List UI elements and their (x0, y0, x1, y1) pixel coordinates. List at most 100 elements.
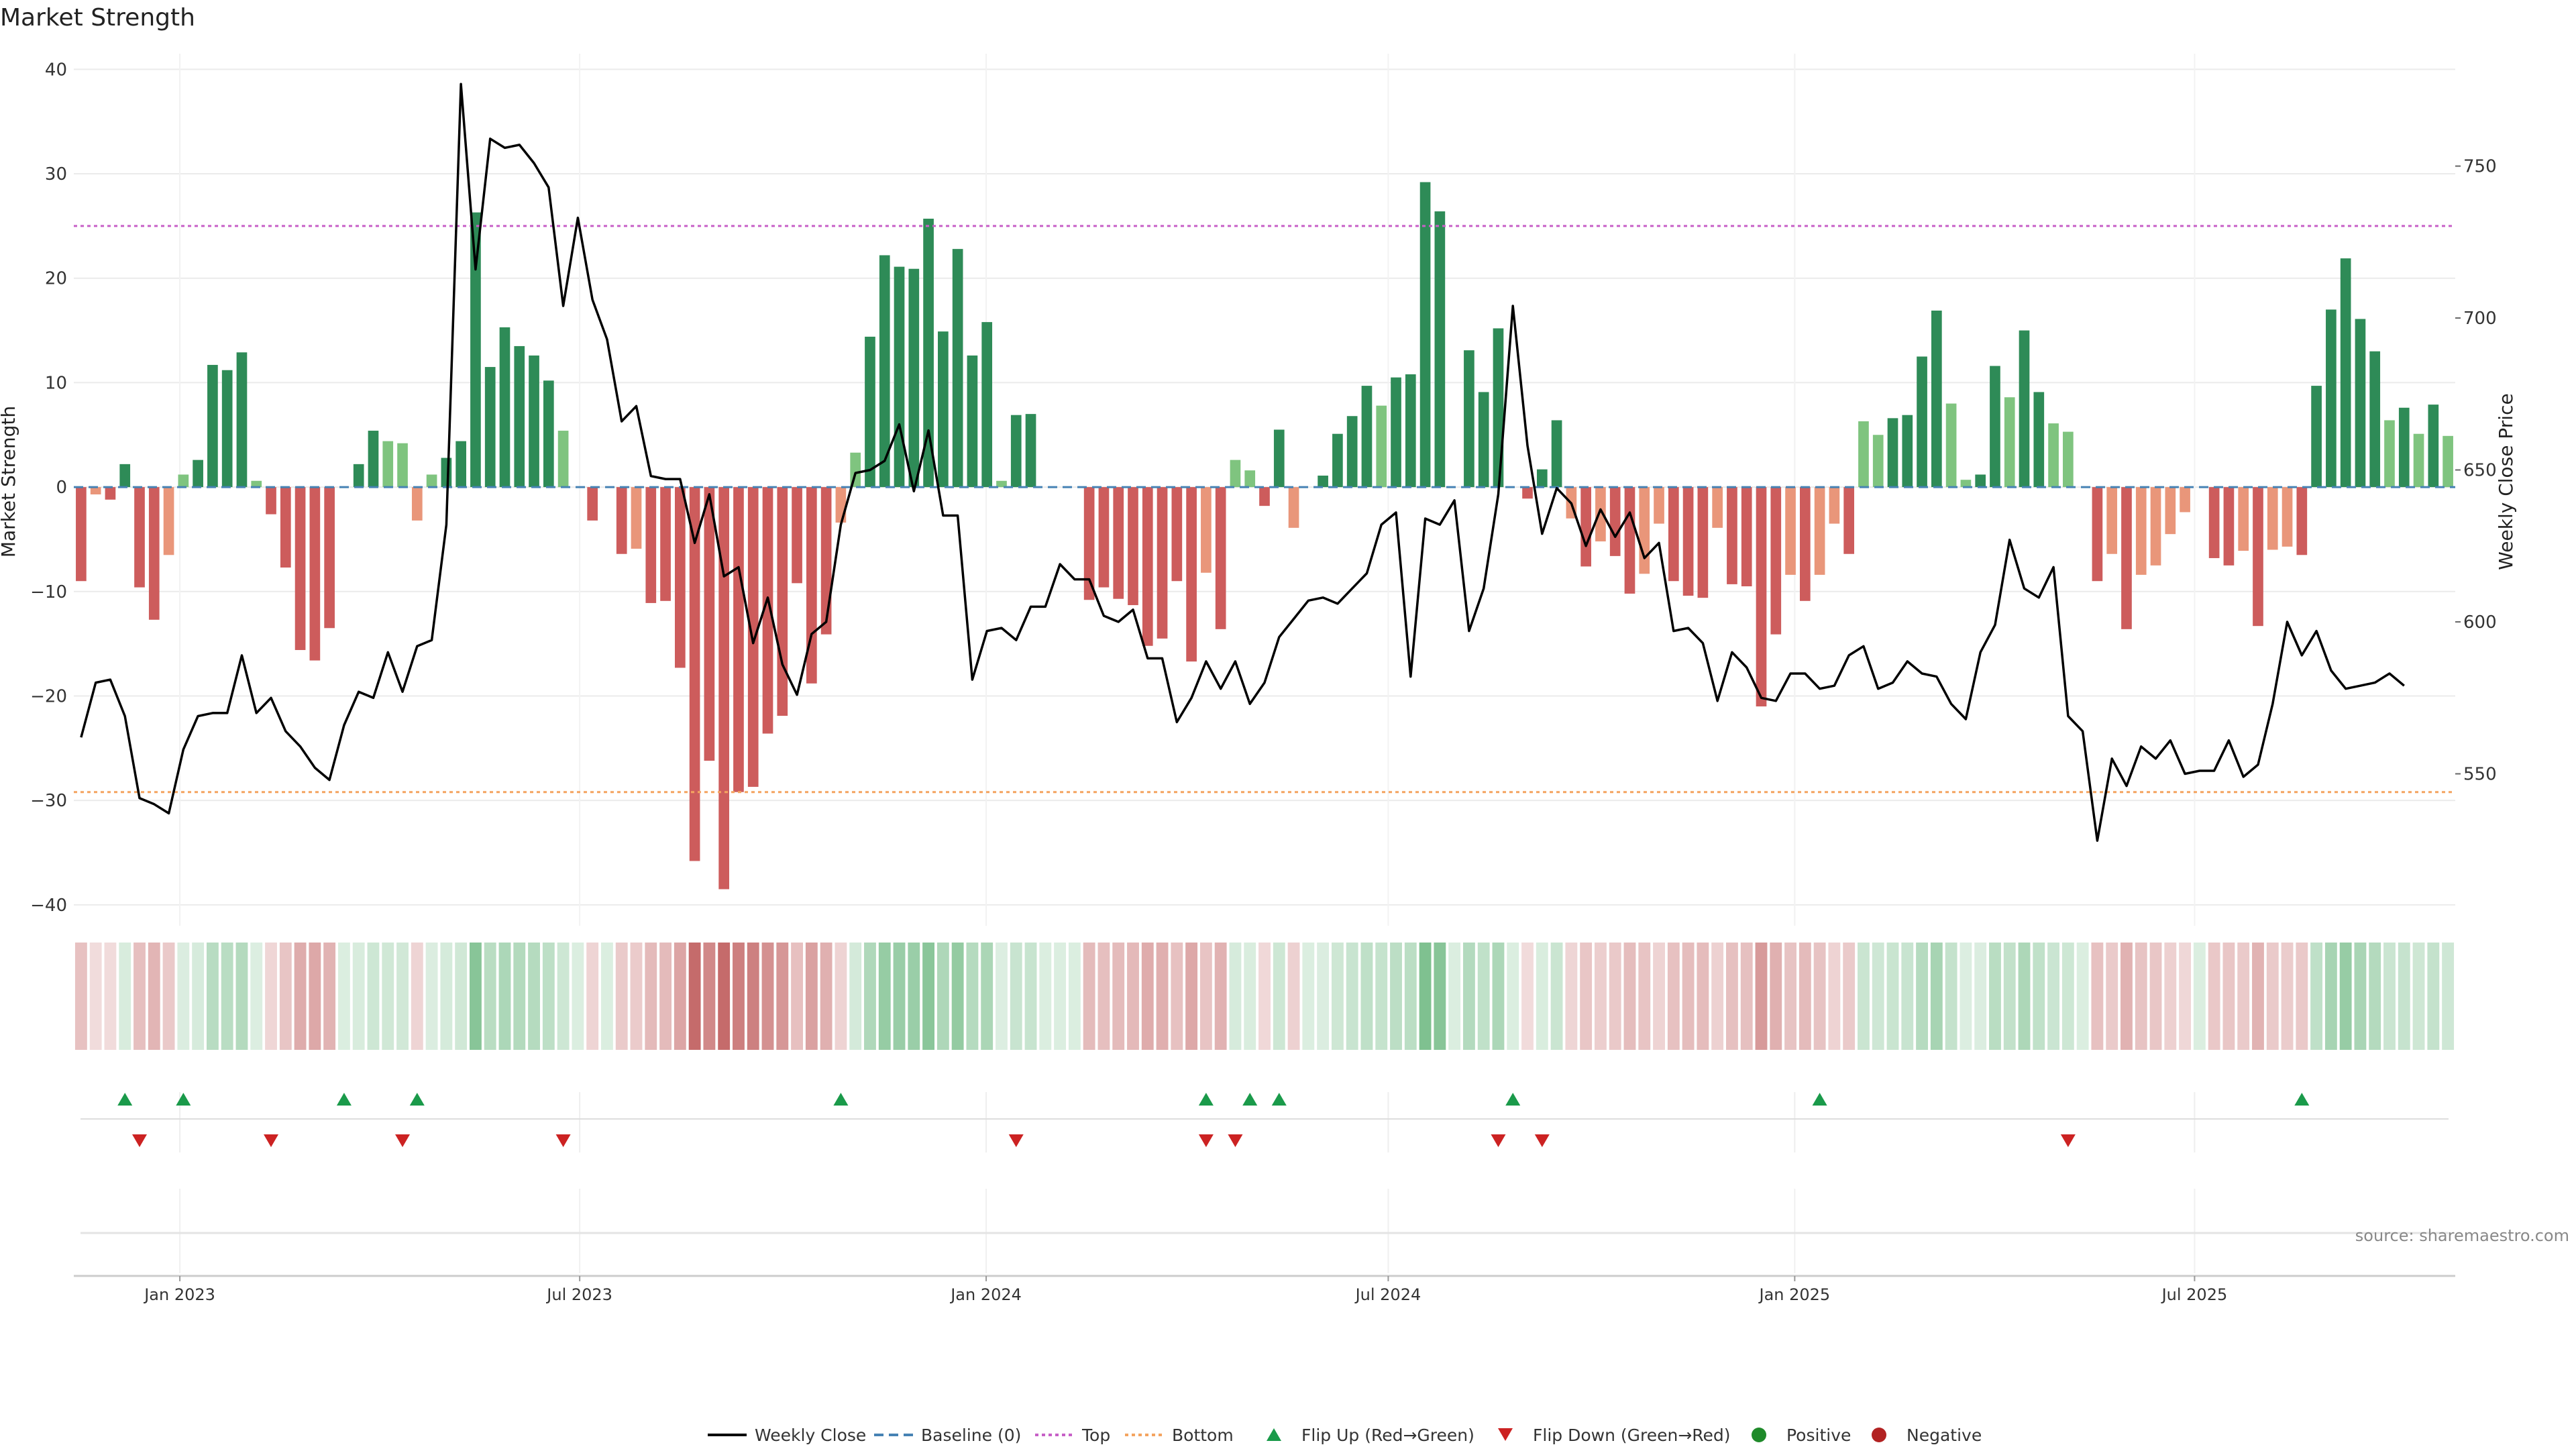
strength-bar (1346, 416, 1358, 488)
strength-bar (1171, 487, 1183, 582)
heat-cell (1054, 943, 1067, 1050)
strength-bar (2369, 351, 2381, 488)
strength-bar (1902, 415, 1913, 488)
strength-bar (1201, 487, 1212, 573)
strength-bar (1186, 487, 1197, 662)
weekly-close-line (80, 83, 2405, 842)
strength-bar (2282, 487, 2293, 547)
strength-bar (1522, 487, 1533, 499)
strength-bar (1917, 356, 1927, 488)
strength-bar (2033, 392, 2045, 488)
strength-bar (163, 487, 174, 555)
strength-bar (1464, 350, 1474, 488)
strength-bar (2106, 487, 2118, 554)
strength-bar (894, 266, 905, 488)
strength-bar (1770, 487, 1782, 635)
strength-bar (1244, 470, 1256, 488)
heat-cell (1156, 943, 1169, 1050)
heat-cell (1171, 943, 1183, 1050)
heat-cell (1930, 943, 1943, 1050)
heat-cell (1185, 943, 1198, 1050)
strength-bar (1741, 487, 1752, 587)
heat-cell (2237, 943, 2250, 1050)
strength-bar (1405, 374, 1416, 488)
strength-bar (484, 367, 496, 488)
legend-swatch-dot (1872, 1428, 1886, 1442)
y-tick-label-right: 600 (2463, 612, 2497, 633)
strength-bar (193, 460, 203, 488)
strength-bar (1682, 487, 1694, 596)
y-tick-label-left: 0 (56, 478, 67, 498)
strength-bar (2121, 487, 2132, 629)
heat-cell (1112, 943, 1125, 1050)
flip-down-marker (395, 1134, 411, 1147)
price-layer (80, 83, 2405, 842)
strength-bar (1332, 433, 1343, 488)
heat-cell (2266, 943, 2279, 1050)
heat-cell (2018, 943, 2031, 1050)
heat-cell (1550, 943, 1563, 1050)
heat-cell (206, 943, 219, 1050)
strength-bar (543, 380, 554, 488)
strength-bar (2267, 487, 2278, 550)
strength-bar (90, 487, 101, 495)
strength-bar (1756, 487, 1767, 707)
axes: 40 30 20 10 0 −10 −20 −30 −40 750 700 650 600 550 (30, 60, 2497, 916)
heat-cell (2354, 943, 2367, 1050)
strength-bar (645, 487, 657, 603)
legend-label: Negative (1907, 1426, 1982, 1445)
legend-label: Weekly Close (755, 1426, 866, 1445)
legend-label: Top (1081, 1426, 1110, 1445)
legend-label: Flip Up (Red→Green) (1301, 1426, 1474, 1445)
heat-cell (2383, 943, 2396, 1050)
strength-bar (1215, 487, 1226, 629)
date-tick-label: Jul 2025 (2161, 1285, 2228, 1304)
heat-cell (645, 943, 657, 1050)
strength-bar (865, 336, 875, 488)
y-tick-label-right: 700 (2463, 309, 2497, 329)
heat-cell (411, 943, 423, 1050)
flip-up-marker (1198, 1093, 1214, 1106)
heat-cell (1945, 943, 1957, 1050)
date-tick-label: Jul 2024 (1354, 1285, 1421, 1304)
heat-cell (498, 943, 511, 1050)
heat-cell (469, 943, 482, 1050)
strength-bar (411, 487, 423, 521)
heat-cell (1214, 943, 1227, 1050)
heat-cell (966, 943, 979, 1050)
legend-swatch-flip-up (1267, 1428, 1281, 1441)
heat-cell (2076, 943, 2089, 1050)
heat-cell (1784, 943, 1796, 1050)
heat-cell (1346, 943, 1358, 1050)
strength-bar (733, 487, 744, 792)
strength-bar (76, 487, 87, 582)
strength-bar (1595, 487, 1606, 542)
strength-bar (236, 352, 248, 488)
strength-bar (1230, 460, 1241, 488)
heat-cell (1404, 943, 1417, 1050)
strength-bar (1712, 487, 1723, 528)
strength-bar (1960, 480, 1972, 488)
heat-cell (747, 943, 759, 1050)
strength-bar (2413, 433, 2424, 488)
heat-cell (1462, 943, 1475, 1050)
y-axis-right-label: Weekly Close Price (2495, 393, 2517, 570)
heat-cell (996, 943, 1008, 1050)
heat-cell (1317, 943, 1330, 1050)
heat-cell (2310, 943, 2323, 1050)
strength-bar (2355, 319, 2366, 488)
heat-cell (2193, 943, 2206, 1050)
strength-bar (1259, 487, 1270, 506)
heat-cell (1375, 943, 1388, 1050)
strength-bar (616, 487, 627, 554)
heat-cell (1858, 943, 1870, 1050)
heat-cell (1565, 943, 1578, 1050)
strength-bar (426, 474, 437, 488)
strength-bar (1727, 487, 1737, 584)
strength-bar (1010, 415, 1022, 488)
strength-bar (806, 487, 817, 684)
strength-bar (704, 487, 715, 761)
strength-bar (2165, 487, 2176, 535)
strength-bar (1668, 487, 1679, 582)
heat-cell (1901, 943, 1914, 1050)
